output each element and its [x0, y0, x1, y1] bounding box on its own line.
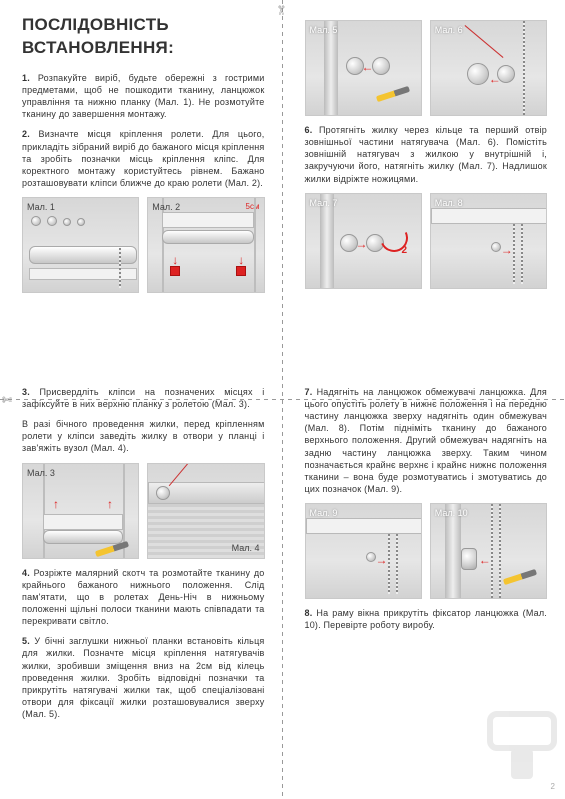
step-6-text: Протягніть жилку через кільце та перший …	[305, 125, 548, 184]
step-4: 4. Розріжте малярний скотч та розмотайте…	[22, 567, 265, 628]
watermark-logo	[487, 711, 557, 781]
quadrant-top-left: ПОСЛІДОВНІСТЬ ВСТАНОВЛЕННЯ: 1. Розпакуйт…	[0, 0, 283, 372]
figure-9-caption: Мал. 9	[310, 507, 338, 519]
figure-9: Мал. 9 →	[305, 503, 422, 599]
step-3b-text: В разі бічного проведення жилки, перед к…	[22, 419, 265, 453]
fig-row-1-2: Мал. 1 Мал. 2 5см ↓ ↓	[22, 197, 265, 293]
figure-10-caption: Мал. 10	[435, 507, 468, 519]
step-8: 8. На раму вікна прикрутіть фіксатор лан…	[305, 607, 548, 631]
figure-4: Мал. 4	[147, 463, 264, 559]
figure-3: Мал. 3 ↑ ↑	[22, 463, 139, 559]
figure-7-caption: Мал. 7	[310, 197, 338, 209]
fig-row-3-4: Мал. 3 ↑ ↑ Мал. 4	[22, 463, 265, 559]
step-4-text: Розріжте малярний скотч та розмотайте тк…	[22, 568, 265, 627]
figure-5-caption: Мал. 5	[310, 24, 338, 36]
figure-2-caption: Мал. 2	[152, 201, 180, 213]
fig-row-7-8: Мал. 7 → 2 Мал. 8 →	[305, 193, 548, 289]
figure-3-caption: Мал. 3	[27, 467, 55, 479]
step-5-text: У бічні заглушки нижньої планки встанові…	[22, 636, 265, 719]
figure-1: Мал. 1	[22, 197, 139, 293]
quadrant-bottom-right: 7. Надягніть на ланцюжок обмежувачі ланц…	[283, 372, 565, 799]
step-1-text: Розпакуйте виріб, будьте обережні з гост…	[22, 73, 265, 119]
figure-2: Мал. 2 5см ↓ ↓	[147, 197, 264, 293]
step-1: 1. Розпакуйте виріб, будьте обережні з г…	[22, 72, 265, 121]
step-7: 7. Надягніть на ланцюжок обмежувачі ланц…	[305, 386, 548, 495]
step-6: 6. Протягніть жилку через кільце та перш…	[305, 124, 548, 185]
page-title: ПОСЛІДОВНІСТЬ ВСТАНОВЛЕННЯ:	[22, 14, 265, 60]
figure-7-annot-2: 2	[402, 244, 408, 258]
scissors-icon: ✄	[273, 5, 289, 15]
figure-1-caption: Мал. 1	[27, 201, 55, 213]
quadrant-top-right: Мал. 5 ← Мал. 6 ← 6. Протягніть жилку че…	[283, 0, 565, 372]
step-5: 5. У бічні заглушки нижньої планки встан…	[22, 635, 265, 720]
figure-10: Мал. 10 ←	[430, 503, 547, 599]
fig-row-5-6: Мал. 5 ← Мал. 6 ←	[305, 20, 548, 116]
figure-5: Мал. 5 ←	[305, 20, 422, 116]
cut-guide-vertical	[282, 0, 283, 799]
fig-row-9-10: Мал. 9 → Мал. 10 ←	[305, 503, 548, 599]
figure-6-caption: Мал. 6	[435, 24, 463, 36]
quadrant-bottom-left: 3. Присвердліть кліпси на позначених міс…	[0, 372, 283, 799]
figure-6: Мал. 6 ←	[430, 20, 547, 116]
step-3a-text: Присвердліть кліпси на позначених місцях…	[22, 387, 265, 409]
step-2: 2. Визначте місця кріплення ролети. Для …	[22, 128, 265, 189]
step-2-text: Визначте місця кріплення ролети. Для цьо…	[22, 129, 265, 188]
figure-8-caption: Мал. 8	[435, 197, 463, 209]
figure-8: Мал. 8 →	[430, 193, 547, 289]
figure-7: Мал. 7 → 2	[305, 193, 422, 289]
step-7-text: Надягніть на ланцюжок обмежувачі ланцюжк…	[305, 387, 548, 494]
step-8-text: На раму вікна прикрутіть фіксатор ланцюж…	[305, 608, 548, 630]
scissors-icon: ✄	[2, 392, 12, 408]
page-number: 2	[551, 782, 555, 793]
step-3b: В разі бічного проведення жилки, перед к…	[22, 418, 265, 454]
figure-4-caption: Мал. 4	[232, 542, 260, 554]
